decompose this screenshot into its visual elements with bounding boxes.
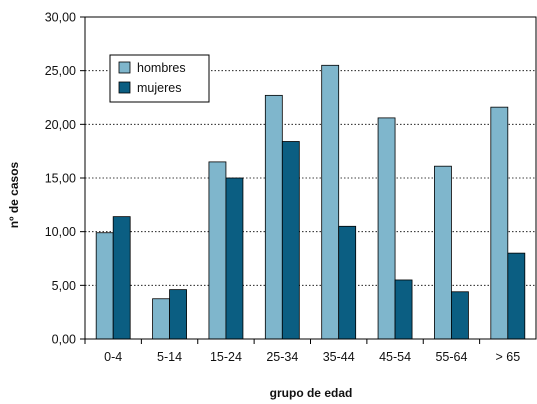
x-tick-label: 15-24 (210, 350, 242, 364)
x-tick-label: 55-64 (435, 350, 467, 364)
x-tick-label: 35-44 (323, 350, 355, 364)
x-axis-title: grupo de edad (270, 386, 353, 400)
x-tick-label: 0-4 (104, 350, 122, 364)
y-tick-label: 25,00 (45, 64, 76, 78)
bar-mujeres-514 (169, 289, 187, 340)
legend-label-hombres: hombres (137, 61, 186, 75)
legend-label-mujeres: mujeres (137, 81, 181, 95)
bar-hombres-2534 (264, 94, 283, 340)
bar-mujeres-1524 (225, 177, 244, 340)
x-tick-label: 45-54 (379, 350, 411, 364)
bar-hombres-4554 (377, 117, 396, 340)
legend-swatch-mujeres (118, 81, 131, 94)
bar-mujeres-04 (112, 216, 131, 340)
axes (80, 16, 537, 344)
x-tick-label: 25-34 (266, 350, 298, 364)
bars (95, 64, 526, 340)
bar-mujeres-3544 (338, 225, 357, 340)
y-tick-label: 20,00 (45, 118, 76, 132)
x-tick-label: 5-14 (157, 350, 182, 364)
bar-mujeres-65 (507, 252, 526, 340)
bar-hombres-514 (152, 298, 170, 340)
y-tick-label: 15,00 (45, 172, 76, 186)
y-tick-label: 10,00 (45, 225, 76, 239)
bar-hombres-65 (490, 106, 509, 340)
y-axis-title: nº de casos (7, 161, 21, 228)
x-tick-label: > 65 (495, 350, 520, 364)
y-tick-label: 30,00 (45, 11, 76, 25)
y-tick-label: 0,00 (52, 333, 76, 347)
bar-hombres-3544 (321, 64, 340, 340)
y-tick-labels: 0,00 5,00 10,00 15,00 20,00 25,00 30,00 (45, 11, 76, 347)
x-tick-labels: 0-4 5-14 15-24 25-34 35-44 45-54 55-64 > 65 (104, 350, 520, 364)
bar-mujeres-2534 (281, 141, 300, 340)
gridlines (85, 70, 536, 286)
bar-hombres-5564 (434, 165, 452, 340)
legend-swatch-hombres (118, 61, 131, 74)
legend: hombres mujeres (109, 54, 210, 103)
bar-mujeres-4554 (394, 279, 413, 340)
bar-mujeres-5564 (451, 291, 469, 340)
y-tick-label: 5,00 (52, 279, 76, 293)
bar-hombres-04 (95, 232, 114, 340)
bar-hombres-1524 (208, 161, 227, 340)
